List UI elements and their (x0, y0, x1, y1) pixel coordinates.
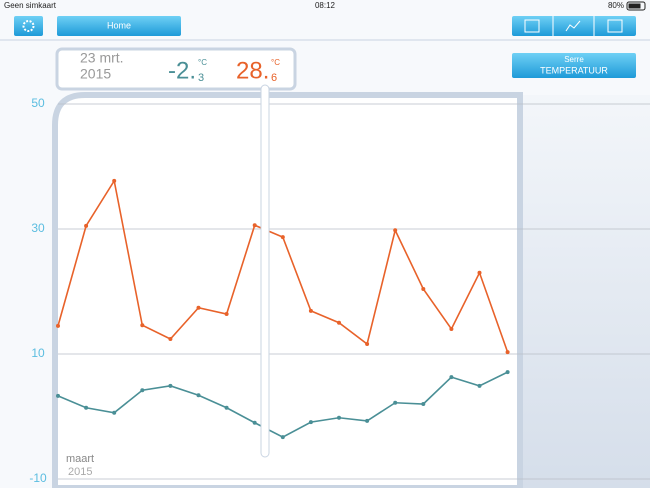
gear-icon (22, 20, 35, 32)
table-view-icon[interactable] (524, 19, 540, 33)
min-unit: °C (198, 58, 207, 67)
data-point (140, 388, 145, 393)
data-point (224, 405, 229, 410)
carrier: Geen simkaart (4, 1, 57, 10)
data-point (56, 393, 60, 398)
data-point (280, 435, 285, 440)
data-point (337, 415, 341, 420)
data-point (84, 405, 89, 410)
data-point (421, 402, 426, 406)
data-point (112, 178, 117, 183)
data-point (84, 223, 89, 228)
data-point (505, 350, 510, 355)
max-decimal: 6 (271, 72, 277, 84)
plot: -10 10 30 50 (29, 96, 650, 485)
data-point (477, 383, 482, 388)
future-area (520, 95, 650, 488)
data-point (280, 235, 285, 240)
data-point (365, 418, 370, 423)
data-point (168, 337, 173, 341)
home-label: Home (107, 20, 131, 30)
plot-panel (52, 92, 523, 488)
data-point (252, 420, 257, 425)
data-point (449, 327, 454, 331)
home-button[interactable] (57, 16, 181, 36)
y-tick-label: -10 (29, 471, 47, 485)
list-view-icon[interactable] (607, 19, 623, 33)
data-point (112, 410, 117, 415)
y-tick-label: 50 (31, 96, 45, 110)
data-point (168, 383, 173, 388)
data-point (224, 312, 229, 316)
battery-fill (628, 3, 641, 9)
min-decimal: 3 (198, 72, 204, 84)
period-year: 2015 (68, 466, 92, 478)
battery-icon (626, 1, 646, 11)
data-point (477, 270, 482, 275)
view-switcher[interactable] (512, 16, 636, 36)
sensor-type: TEMPERATUUR (540, 65, 608, 75)
min-value: -2. (168, 57, 196, 84)
battery-level: 80% (608, 1, 624, 10)
clock: 08:12 (315, 1, 336, 10)
graph-view-icon[interactable] (565, 20, 581, 32)
settings-button[interactable] (14, 16, 43, 36)
data-point (140, 323, 145, 328)
y-tick-label: 30 (31, 221, 45, 235)
sensor-name: Serre (564, 55, 584, 64)
data-point (196, 393, 201, 398)
data-point (421, 287, 426, 291)
data-point (449, 375, 454, 380)
data-point (196, 305, 201, 310)
data-point (252, 223, 257, 228)
sensor-button[interactable] (512, 53, 636, 78)
data-point (365, 342, 370, 346)
readout-date: 23 mrt. (80, 50, 124, 66)
readout-year: 2015 (80, 66, 111, 82)
max-value: 28. (236, 57, 269, 84)
data-point (505, 370, 510, 375)
max-unit: °C (271, 58, 280, 67)
period-month: maart (66, 453, 94, 465)
data-point (337, 320, 341, 325)
time-slider[interactable] (260, 84, 270, 458)
data-point (393, 228, 398, 233)
y-tick-label: 10 (31, 346, 45, 360)
data-point (393, 400, 398, 405)
data-point (308, 420, 313, 425)
readout-panel (55, 47, 297, 91)
data-point (308, 308, 313, 313)
data-point (56, 323, 60, 328)
